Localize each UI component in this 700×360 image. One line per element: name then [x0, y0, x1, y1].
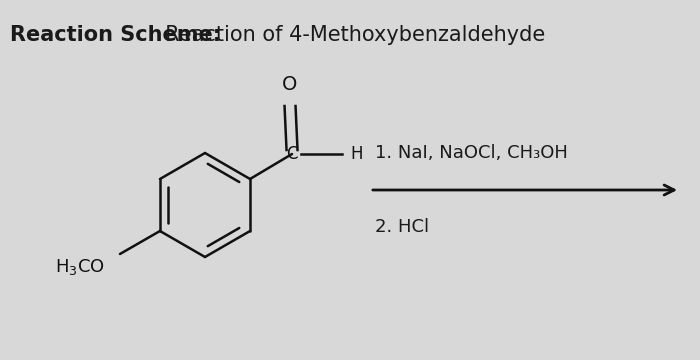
Text: 1. NaI, NaOCl, CH₃OH: 1. NaI, NaOCl, CH₃OH [375, 144, 568, 162]
Text: 2. HCl: 2. HCl [375, 218, 429, 236]
Text: Reaction of 4-Methoxybenzaldehyde: Reaction of 4-Methoxybenzaldehyde [152, 25, 545, 45]
Text: H: H [350, 145, 363, 163]
Text: Reaction Scheme:: Reaction Scheme: [10, 25, 221, 45]
Text: O: O [282, 75, 298, 94]
Text: H$_3$CO: H$_3$CO [55, 257, 105, 277]
Text: C: C [286, 145, 297, 163]
